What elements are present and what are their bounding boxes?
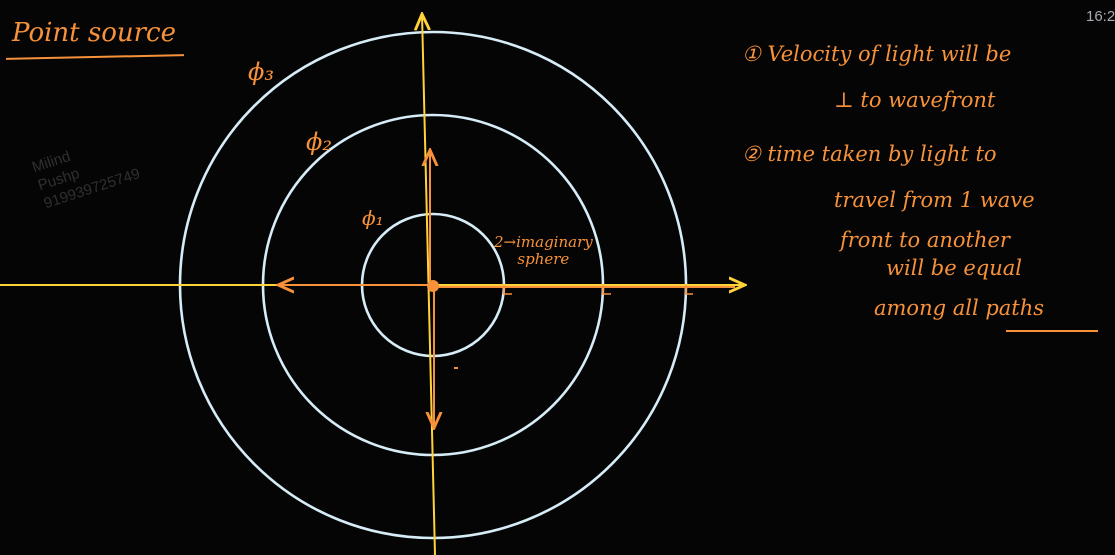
note-2-line-1: ② time taken by light to	[742, 142, 997, 166]
point-source-dot	[427, 280, 439, 292]
note-2-line-4: will be equal	[886, 256, 1022, 280]
imaginary-sphere-label-line2: sphere	[517, 250, 570, 269]
wavefront-label-3: ϕ₃	[248, 58, 274, 86]
paths-underline	[1006, 330, 1098, 332]
right-angle-mark-1	[503, 285, 512, 295]
wavefront-label-1: ϕ₁	[362, 206, 384, 230]
imaginary-sphere-label: 2→imaginary sphere	[494, 233, 593, 269]
note-2-line-3: front to another	[840, 228, 1010, 252]
right-angle-mark-2	[602, 285, 611, 295]
clock-readout: 16:2	[1086, 8, 1115, 25]
note-2-line-5: among all paths	[874, 296, 1045, 320]
right-angle-mark-3	[685, 285, 693, 295]
wavefront-label-2: ϕ₂	[306, 128, 332, 156]
note-2-line-2: travel from 1 wave	[834, 188, 1035, 212]
note-1-line-2: ⊥ to wavefront	[834, 88, 996, 112]
imaginary-sphere-label-line1: 2→imaginary	[494, 233, 593, 251]
page-title: Point source	[12, 18, 176, 48]
note-1-line-1: ① Velocity of light will be	[742, 42, 1012, 66]
